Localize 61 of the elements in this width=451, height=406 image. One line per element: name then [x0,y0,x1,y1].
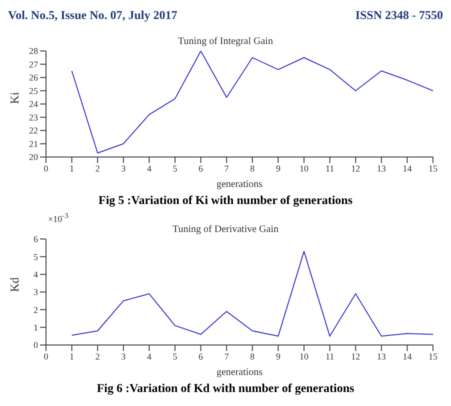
text: ISSN 2348 - 7550 [355,8,443,22]
x-tick-label: 10 [300,163,309,174]
x-tick-label: 11 [325,163,334,174]
y-tick-label: 20 [29,152,38,162]
x-tick-label: 10 [300,351,309,362]
y-tick-label: 6 [34,234,38,244]
y-tick-label: 27 [29,59,38,70]
x-tick-label: 1 [70,163,74,174]
y-tick-label: 22 [29,126,38,136]
x-tick-label: 7 [224,163,230,174]
x-tick-label: 0 [44,163,49,174]
x-tick-label: 2 [95,351,100,362]
y-tick-label: 2 [34,304,38,315]
x-tick-label: 9 [276,163,281,174]
y-tick-label: 24 [29,99,38,110]
x-tick-label: 6 [198,163,204,174]
x-tick-label: 15 [428,351,438,362]
x-axis-title: generations [216,179,263,190]
caption: Fig 5 :Variation of Ki with number of generations [98,193,352,207]
x-tick-label: 2 [95,163,100,174]
x-tick-label: 14 [402,351,412,362]
x-tick-label: 8 [250,163,256,174]
x-tick-label: 12 [351,163,360,174]
x-tick-label: 8 [250,351,256,362]
y-tick-label: 28 [29,46,38,56]
line-series [71,250,433,337]
y-tick-label: 25 [29,86,38,96]
x-tick-label: 11 [325,351,334,362]
x-axis-title: generations [216,367,263,378]
y-tick-label: 21 [29,138,38,149]
y-axis-title: Ki [7,91,22,104]
caption: Fig 6 :Variation of Kd with number of generations [96,381,354,395]
y-tick-label: 26 [29,72,38,83]
x-tick-label: 3 [121,163,126,174]
x-tick-label: 14 [402,163,412,174]
x-tick-label: 0 [44,351,49,362]
x-tick-label: 7 [224,351,230,362]
chart-title: Tuning of Integral Gain [178,36,273,47]
chart-title: Tuning of Derivative Gain [172,224,278,235]
x-tick-label: 4 [146,351,152,362]
x-tick-label: 13 [376,163,386,174]
x-tick-label: 5 [172,163,178,174]
y-tick-label: 23 [29,112,38,122]
text: Vol. No.5, Issue No. 07, July 2017 [8,8,178,22]
x-tick-label: 1 [70,351,74,362]
x-tick-label: 6 [198,351,204,362]
x-tick-label: 3 [121,351,126,362]
x-tick-label: 5 [172,351,178,362]
y-tick-label: 0 [34,340,38,350]
y-axis-title: Kd [7,277,22,292]
x-tick-label: 13 [376,351,386,362]
x-tick-label: 4 [146,163,152,174]
x-tick-label: 9 [276,351,281,362]
x-tick-label: 12 [351,351,360,362]
line-series [71,51,433,154]
y-tick-label: 3 [34,287,38,298]
text: ×10$^{-3}$ [48,211,68,224]
y-tick-label: 5 [34,252,38,262]
y-tick-label: 4 [34,270,38,280]
x-tick-label: 15 [428,163,438,174]
y-tick-label: 1 [34,322,38,333]
